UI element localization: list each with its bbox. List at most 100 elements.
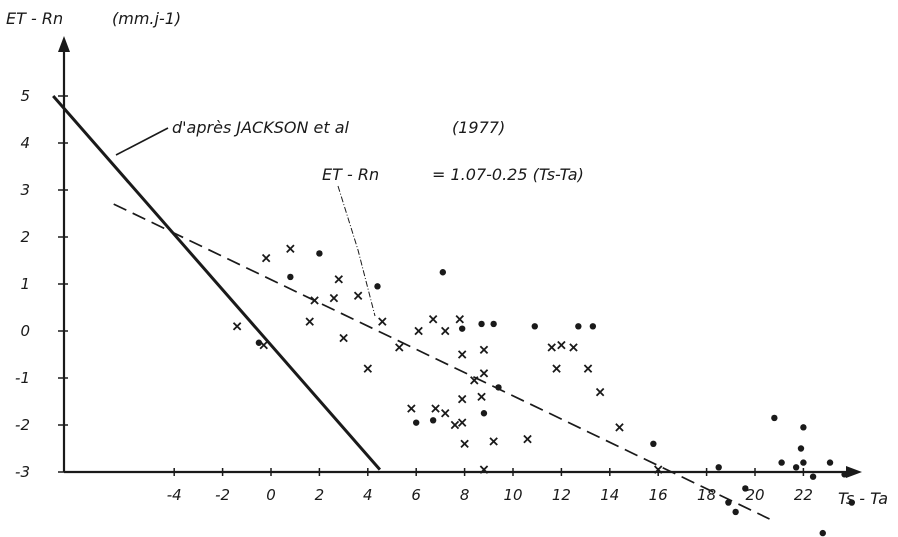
data-point-dot <box>732 508 739 516</box>
data-point-dot <box>575 323 582 330</box>
data-point-dot <box>429 417 437 424</box>
data-point-cross <box>431 404 440 413</box>
data-point-cross <box>261 253 271 263</box>
data-point-cross <box>395 343 404 352</box>
x-tick-label: 12 <box>552 486 571 504</box>
data-point-dot <box>715 464 722 471</box>
data-point-cross <box>557 340 566 350</box>
y-tick-label: 2 <box>20 228 30 246</box>
data-point-dot <box>826 459 834 466</box>
data-point-cross <box>552 364 561 373</box>
data-point-dot <box>589 323 597 330</box>
data-point-dot <box>725 499 732 506</box>
data-point-cross <box>523 434 532 444</box>
data-point-cross <box>450 420 460 430</box>
data-point-cross <box>615 423 624 432</box>
data-point-dot <box>495 384 502 391</box>
y-axis-title: ET - Rn <box>6 9 63 28</box>
data-point-cross <box>286 244 295 253</box>
data-point-dot <box>778 459 785 466</box>
y-tick-label: 4 <box>20 134 30 152</box>
data-point-cross <box>470 376 479 385</box>
data-point-dot <box>439 269 447 276</box>
data-point-dot <box>800 424 807 431</box>
data-point-cross <box>305 317 314 326</box>
regression-line <box>113 203 770 520</box>
data-point-cross <box>489 437 498 446</box>
x-tick-label: -4 <box>167 486 182 504</box>
y-tick-label: -2 <box>15 416 30 434</box>
x-tick-label: 14 <box>600 486 619 504</box>
data-point-dot <box>848 499 855 506</box>
lines-layer <box>52 95 770 520</box>
x-tick-label: 20 <box>745 486 764 504</box>
data-point-dot <box>800 459 807 466</box>
points-layer <box>232 244 855 537</box>
jackson-year-annotation: (1977) <box>452 118 505 137</box>
data-point-cross <box>407 404 416 413</box>
y-tick-label: 1 <box>20 275 30 293</box>
data-point-cross <box>455 315 464 324</box>
x-tick-label: 4 <box>363 486 373 504</box>
data-point-dot <box>771 414 778 422</box>
data-point-cross <box>428 315 438 324</box>
data-point-dot <box>413 419 420 426</box>
data-point-cross <box>334 275 343 284</box>
data-point-dot <box>809 473 817 480</box>
data-point-cross <box>310 296 319 305</box>
jackson-line <box>52 95 382 471</box>
data-point-dot <box>478 320 485 328</box>
y-axis-arrowhead <box>58 36 70 52</box>
data-point-cross <box>479 465 489 474</box>
data-point-dot <box>841 471 848 478</box>
data-point-cross <box>232 322 242 331</box>
data-point-cross <box>653 465 663 474</box>
data-point-cross <box>479 369 489 378</box>
data-point-cross <box>460 439 469 449</box>
x-axis-title: Ts - Ta <box>838 489 888 508</box>
data-point-cross <box>339 333 348 343</box>
data-point-cross <box>569 343 578 352</box>
x-tick-label: 2 <box>315 486 325 504</box>
data-point-dot <box>316 250 323 257</box>
data-point-cross <box>457 418 467 427</box>
y-axis-unit: (mm.j-1) <box>112 9 181 28</box>
regression-annotation-rhs: = 1.07-0.25 (Ts-Ta) <box>432 165 584 184</box>
data-point-dot <box>742 485 749 492</box>
data-point-dot <box>490 320 497 328</box>
x-tick-label: -2 <box>215 486 230 504</box>
data-point-dot <box>650 440 657 447</box>
data-point-cross <box>479 345 489 355</box>
x-tick-label: 6 <box>411 486 421 504</box>
regression-leader-line <box>337 185 376 317</box>
data-point-dot <box>255 339 263 346</box>
data-point-cross <box>441 326 450 336</box>
y-tick-label: 5 <box>20 87 30 105</box>
data-point-dot <box>374 283 381 290</box>
x-tick-label: 0 <box>266 486 276 504</box>
data-point-cross <box>457 350 467 359</box>
jackson-leader-line <box>115 127 169 156</box>
data-point-cross <box>329 293 339 303</box>
data-point-dot <box>792 464 800 471</box>
data-point-cross <box>547 343 556 352</box>
data-point-cross <box>583 364 593 373</box>
data-point-cross <box>595 387 605 397</box>
data-point-cross <box>363 364 373 373</box>
x-tick-label: 10 <box>503 486 522 504</box>
data-point-cross <box>457 394 467 404</box>
y-tick-label: -1 <box>15 369 30 387</box>
data-point-cross <box>441 409 450 418</box>
y-tick-label: -3 <box>15 463 30 481</box>
jackson-annotation: d'après JACKSON et al <box>172 118 350 137</box>
data-point-dot <box>531 323 538 330</box>
data-point-cross <box>353 291 363 300</box>
x-tick-label: 8 <box>460 486 470 504</box>
data-point-cross <box>414 326 423 336</box>
regression-annotation-lhs: ET - Rn <box>322 165 379 184</box>
data-point-dot <box>797 445 805 452</box>
y-tick-label: 0 <box>20 322 30 340</box>
x-axis-arrowhead <box>846 466 862 478</box>
